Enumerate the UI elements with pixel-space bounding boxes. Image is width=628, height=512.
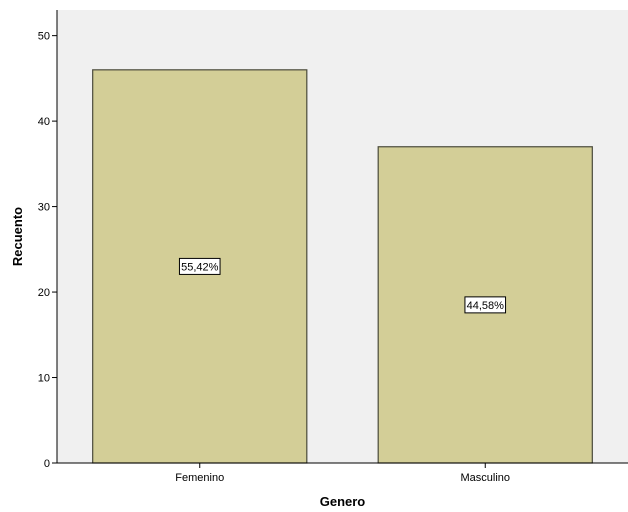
y-tick-label: 40: [38, 116, 50, 128]
y-tick-label: 30: [38, 202, 50, 214]
x-tick-label: Femenino: [175, 472, 224, 484]
data-label: 55,42%: [181, 261, 219, 273]
data-label-box: [178, 257, 221, 275]
x-tick-label: Masculino: [460, 472, 510, 484]
y-tick-label: 0: [44, 458, 50, 470]
y-tick-label: 50: [38, 31, 50, 43]
y-axis-title: Recuento: [10, 207, 25, 266]
data-label-box: [464, 296, 507, 314]
labels-group: 55,42% 44,58%: [178, 257, 507, 314]
axes-group: Femenino Masculino 0 10 20 30 40 50: [38, 10, 628, 484]
x-axis-title: Genero: [320, 494, 366, 509]
y-tick-label: 10: [38, 373, 50, 385]
y-tick-label: 20: [38, 287, 50, 299]
data-label: 44,58%: [467, 300, 505, 312]
